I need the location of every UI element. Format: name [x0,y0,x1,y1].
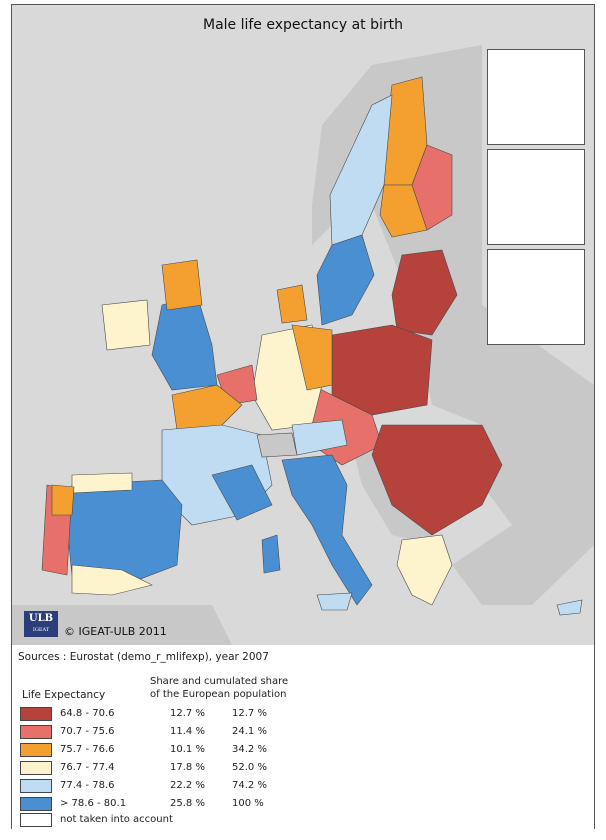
region-denmark [276,284,308,324]
legend-swatch [20,743,52,757]
legend-range: 70.7 - 75.6 [60,726,115,737]
legend-cumulated: 34.2 % [232,744,267,755]
legend-share: 10.1 % [170,744,205,755]
region-germany-east [291,324,333,391]
map-panel: Male life expectancy at birth ULB IGEAT … [12,5,594,646]
sources-text: Sources : Eurostat (demo_r_mlifexp), yea… [18,651,269,663]
region-switzerland [256,432,298,458]
legend-cumulated: 74.2 % [232,780,267,791]
legend-share: 25.8 % [170,798,205,809]
legend-share: 11.4 % [170,726,205,737]
legend-cumulated: 12.7 % [232,708,267,719]
region-sicily [316,592,353,611]
legend-title: Life Expectancy [22,689,106,701]
region-finland-south [379,184,428,238]
copyright-text: © IGEAT-ULB 2011 [64,625,167,638]
legend-share: 22.2 % [170,780,205,791]
region-sardinia [261,534,281,574]
legend-swatch [20,725,52,739]
share-header-line1: Share and cumulated share [150,676,289,687]
inset-canary-islands [487,49,585,145]
inset-azores-madeira [487,249,585,345]
legend-cumulated: 52.0 % [232,762,267,773]
legend-panel: Sources : Eurostat (demo_r_mlifexp), yea… [12,645,594,829]
region-poland [331,324,433,416]
region-france-south [211,464,273,521]
region-france-north [171,384,243,436]
map-title: Male life expectancy at birth [202,17,404,33]
legend-range: not taken into account [60,814,173,825]
region-greece [396,534,453,606]
legend-swatch [20,813,52,827]
share-header-line2: of the European population [150,689,287,700]
legend-swatch [20,761,52,775]
non-eu-land-north-africa [12,605,232,645]
logo-subtext: IGEAT [32,627,50,633]
ulb-logo: ULB IGEAT [24,611,58,637]
share-header: Share and cumulated share of the Europea… [150,675,288,701]
region-portugal-north [51,484,75,516]
logo-text: ULB [28,613,54,624]
europe-map [12,45,594,645]
region-sweden-south [316,234,375,326]
legend-swatch [20,797,52,811]
legend-range: > 78.6 - 80.1 [60,798,127,809]
legend-share: 17.8 % [170,762,205,773]
legend-range: 77.4 - 78.6 [60,780,115,791]
legend-swatch [20,707,52,721]
region-scotland [161,259,203,311]
legend-share: 12.7 % [170,708,205,719]
region-italy [281,454,373,606]
inset-french-overseas [487,149,585,245]
legend-swatch [20,779,52,793]
map-figure: Male life expectancy at birth ULB IGEAT … [11,4,595,829]
region-spain-north [71,472,133,494]
region-spain-south [71,564,153,596]
region-ireland [101,299,151,351]
region-uk [151,294,218,391]
region-romania-bulgaria [371,424,503,536]
region-cyprus [556,599,583,616]
legend-range: 64.8 - 70.6 [60,708,115,719]
legend-range: 76.7 - 77.4 [60,762,115,773]
legend-range: 75.7 - 76.6 [60,744,115,755]
legend-cumulated: 24.1 % [232,726,267,737]
legend-cumulated: 100 % [232,798,264,809]
region-austria [291,419,348,456]
region-baltics [391,249,458,336]
